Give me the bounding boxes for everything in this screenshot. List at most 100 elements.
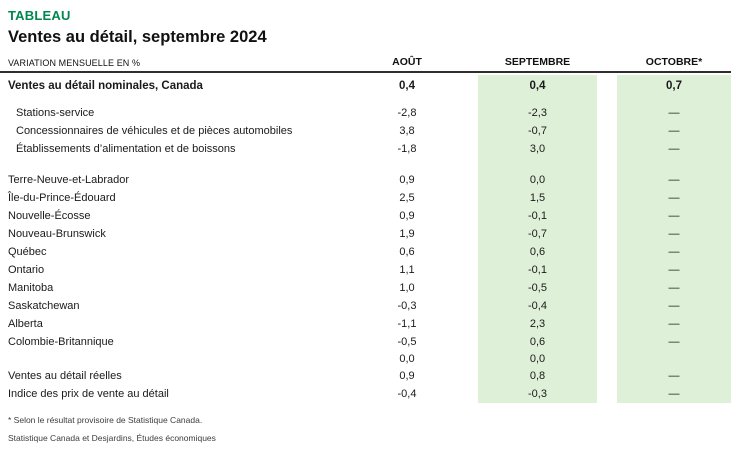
- table-row: Nouvelle-Écosse 0,9 -0,1 —: [0, 207, 731, 225]
- kicker-label: TABLEAU: [8, 8, 71, 23]
- column-gap: [597, 158, 617, 171]
- table-row: Concessionnaires de véhicules et de pièc…: [0, 122, 731, 140]
- table-row: Ontario 1,1 -0,1 —: [0, 261, 731, 279]
- value-octobre: —: [617, 279, 731, 297]
- table-row: 0,0 0,0: [0, 351, 731, 367]
- table-row: Manitoba 1,0 -0,5 —: [0, 279, 731, 297]
- value-aout: 2,5: [399, 192, 415, 204]
- column-gap: [597, 261, 617, 279]
- value-octobre: —: [617, 297, 731, 315]
- table-row: Québec 0,6 0,6 —: [0, 243, 731, 261]
- column-gap: [597, 243, 617, 261]
- value-septembre: -0,1: [478, 207, 597, 225]
- column-gap: [597, 315, 617, 333]
- value-aout: 3,8: [399, 125, 415, 137]
- value-septembre: 1,5: [478, 189, 597, 207]
- value-aout: 0,4: [399, 80, 415, 92]
- row-label: Concessionnaires de véhicules et de pièc…: [16, 125, 293, 137]
- row-label: [0, 351, 336, 367]
- column-gap: [597, 225, 617, 243]
- table-row: Terre-Neuve-et-Labrador 0,9 0,0 —: [0, 171, 731, 189]
- value-octobre: 0,7: [617, 75, 731, 98]
- table-row: Nouveau-Brunswick 1,9 -0,7 —: [0, 225, 731, 243]
- value-aout: -1,1: [397, 318, 417, 330]
- column-gap: [597, 351, 617, 367]
- value-octobre: —: [617, 261, 731, 279]
- table-spacer-row: [0, 158, 731, 171]
- value-aout: 0,0: [399, 353, 415, 365]
- value-octobre: —: [617, 315, 731, 333]
- row-label: Nouveau-Brunswick: [8, 228, 106, 240]
- value-aout: 0,9: [399, 370, 415, 382]
- value-aout: 0,9: [399, 174, 415, 186]
- column-header-aout: AOÛT: [392, 56, 422, 68]
- value-aout: -0,4: [397, 388, 417, 400]
- row-label: Stations-service: [16, 107, 95, 119]
- row-label: Établissements d’alimentation et de bois…: [16, 143, 236, 155]
- value-octobre: [617, 351, 731, 367]
- value-aout: -0,5: [397, 336, 417, 348]
- value-aout: -1,8: [397, 143, 417, 155]
- row-label: Ontario: [8, 264, 45, 276]
- table-row: Indice des prix de vente au détail -0,4 -0…: [0, 385, 731, 403]
- row-label: Indice des prix de vente au détail: [8, 388, 169, 400]
- value-septembre: [478, 158, 597, 171]
- row-label: Alberta: [8, 318, 43, 330]
- column-header-septembre: SEPTEMBRE: [504, 56, 571, 68]
- value-septembre: 0,4: [478, 75, 597, 98]
- value-aout: 1,1: [399, 264, 415, 276]
- unit-label: VARIATION MENSUELLE EN %: [8, 58, 141, 68]
- value-septembre: 0,6: [478, 333, 597, 351]
- table-row: Île-du-Prince-Édouard 2,5 1,5 —: [0, 189, 731, 207]
- row-label: Québec: [8, 246, 47, 258]
- value-octobre: —: [617, 385, 731, 403]
- value-septembre: -0,1: [478, 261, 597, 279]
- table-row: Établissements d’alimentation et de bois…: [0, 140, 731, 158]
- value-aout: 0,6: [399, 246, 415, 258]
- table-row: Alberta -1,1 2,3 —: [0, 315, 731, 333]
- value-aout: -0,3: [397, 300, 417, 312]
- table-header-row: VARIATION MENSUELLE EN % AOÛT SEPTEMBRE …: [0, 56, 731, 71]
- table-body: Ventes au détail nominales, Canada 0,4 0,4…: [0, 75, 731, 403]
- value-octobre: —: [617, 243, 731, 261]
- value-septembre: 0,0: [478, 171, 597, 189]
- value-septembre: 3,0: [478, 140, 597, 158]
- column-header-octobre: OCTOBRE*: [645, 56, 703, 68]
- value-septembre: 0,0: [478, 351, 597, 367]
- row-label: [0, 158, 336, 171]
- value-aout: [336, 158, 478, 171]
- column-gap: [597, 333, 617, 351]
- table-row: Stations-service -2,8 -2,3 —: [0, 104, 731, 122]
- column-gap: [597, 297, 617, 315]
- column-gap: [597, 171, 617, 189]
- value-septembre: -0,4: [478, 297, 597, 315]
- row-label: Saskatchewan: [8, 300, 80, 312]
- column-gap: [597, 140, 617, 158]
- table-row: Ventes au détail réelles 0,9 0,8 —: [0, 367, 731, 385]
- footnotes: * Selon le résultat provisoire de Statis…: [8, 415, 731, 444]
- row-label: Colombie-Britannique: [8, 336, 114, 348]
- row-label: Manitoba: [8, 282, 54, 294]
- value-septembre: -0,5: [478, 279, 597, 297]
- table-row: Colombie-Britannique -0,5 0,6 —: [0, 333, 731, 351]
- column-gap: [597, 279, 617, 297]
- value-octobre: —: [617, 333, 731, 351]
- row-label: Ventes au détail réelles: [8, 370, 122, 382]
- value-octobre: [617, 98, 731, 104]
- column-gap: [597, 385, 617, 403]
- value-octobre: —: [617, 207, 731, 225]
- table-spacer-row: [0, 98, 731, 104]
- row-label: Ventes au détail nominales, Canada: [8, 80, 203, 92]
- value-octobre: —: [617, 171, 731, 189]
- column-gap: [597, 122, 617, 140]
- value-septembre: 0,6: [478, 243, 597, 261]
- column-gap: [597, 367, 617, 385]
- value-octobre: [617, 158, 731, 171]
- value-septembre: [478, 98, 597, 104]
- value-aout: 1,0: [399, 282, 415, 294]
- column-gap: [597, 75, 617, 98]
- row-label: Île-du-Prince-Édouard: [8, 192, 116, 204]
- value-septembre: -2,3: [478, 104, 597, 122]
- row-label: Terre-Neuve-et-Labrador: [8, 174, 130, 186]
